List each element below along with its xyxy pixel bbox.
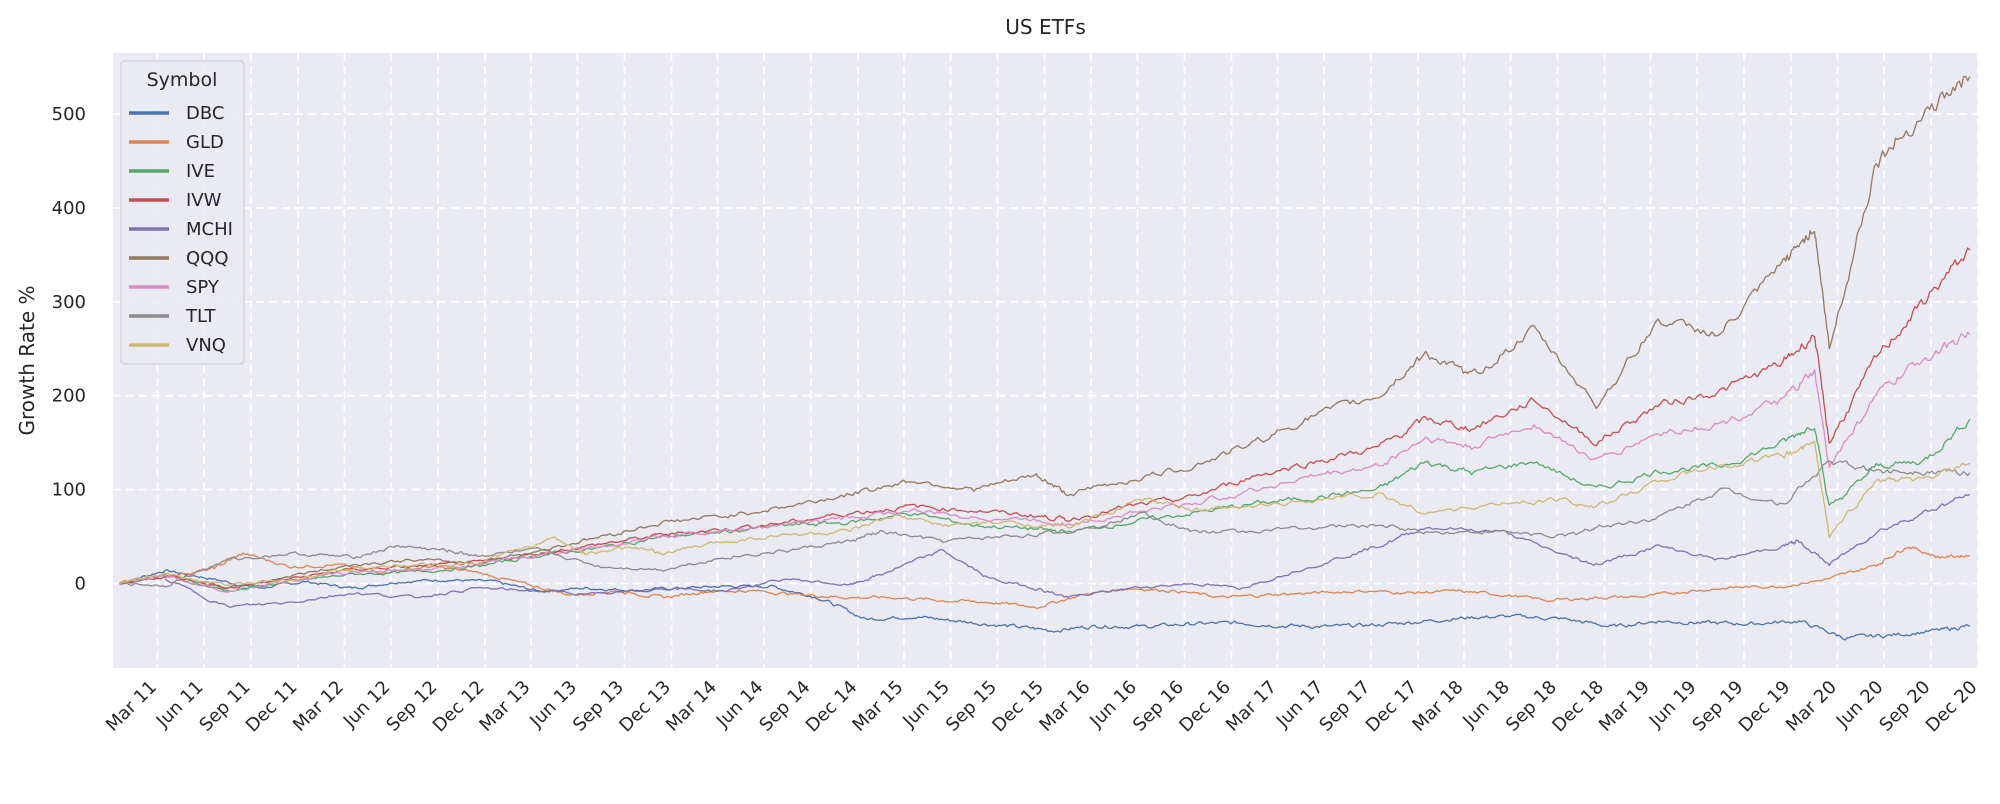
y-tick-label: 300 xyxy=(52,292,86,313)
x-tick-label: Dec 17 xyxy=(1362,677,1422,737)
x-tick-label: Sep 17 xyxy=(1315,677,1374,736)
legend-label: MCHI xyxy=(186,219,233,240)
x-tick-label: Dec 20 xyxy=(1922,677,1982,737)
x-tick-label: Mar 20 xyxy=(1782,677,1841,736)
x-tick-label: Dec 13 xyxy=(615,677,675,737)
series-line-ive xyxy=(118,418,1971,593)
x-tick-label: Dec 14 xyxy=(802,677,862,737)
x-tick-label: Sep 11 xyxy=(195,677,254,736)
x-tick-label: Sep 20 xyxy=(1875,677,1934,736)
legend-label: IVE xyxy=(186,161,215,182)
legend-label: VNQ xyxy=(186,335,226,356)
legend-item-spy[interactable]: SPY xyxy=(129,277,220,298)
x-tick-label: Mar 16 xyxy=(1035,677,1094,736)
legend-item-qqq[interactable]: QQQ xyxy=(129,248,229,269)
legend-item-vnq[interactable]: VNQ xyxy=(129,335,226,356)
legend[interactable]: Symbol DBC GLD IVE IVW MCHI QQQ SPY TLT VNQ xyxy=(120,60,245,365)
legend-label: SPY xyxy=(186,277,220,298)
x-tick-label: Sep 12 xyxy=(382,677,441,736)
x-tick-label: Mar 15 xyxy=(848,677,907,736)
y-tick-label: 500 xyxy=(52,104,86,125)
y-axis-label: Growth Rate % xyxy=(15,286,39,436)
legend-item-tlt[interactable]: TLT xyxy=(129,306,217,327)
series-line-vnq xyxy=(118,440,1971,587)
series-line-mchi xyxy=(164,493,1971,609)
x-tick-label: Dec 11 xyxy=(242,677,302,737)
chart-title: US ETFs xyxy=(1005,15,1085,39)
x-tick-label: Dec 19 xyxy=(1735,677,1795,737)
x-tick-label: Sep 14 xyxy=(755,677,814,736)
x-tick-label: Mar 11 xyxy=(102,677,161,736)
x-tick-label: Mar 18 xyxy=(1408,677,1467,736)
x-tick-label: Mar 19 xyxy=(1595,677,1654,736)
y-tick-label: 100 xyxy=(52,480,86,501)
x-tick-label: Sep 16 xyxy=(1129,677,1188,736)
legend-label: IVW xyxy=(186,190,222,211)
legend-label: TLT xyxy=(185,306,217,327)
series-line-tlt xyxy=(118,460,1971,588)
y-tick-label: 200 xyxy=(52,386,86,407)
legend-item-ive[interactable]: IVE xyxy=(129,161,215,182)
x-tick-label: Sep 19 xyxy=(1688,677,1747,736)
legend-item-ivw[interactable]: IVW xyxy=(129,190,222,211)
x-tick-label: Mar 13 xyxy=(475,677,534,736)
plot-background xyxy=(113,53,1978,668)
x-tick-label: Sep 15 xyxy=(942,677,1001,736)
legend-label: QQQ xyxy=(186,248,229,269)
grid xyxy=(113,53,1979,668)
legend-item-gld[interactable]: GLD xyxy=(129,132,224,153)
x-tick-label: Sep 18 xyxy=(1502,677,1561,736)
series-line-gld xyxy=(118,546,1971,609)
series-line-qqq xyxy=(118,75,1971,590)
legend-title: Symbol xyxy=(147,69,218,91)
legend-item-dbc[interactable]: DBC xyxy=(129,103,224,124)
x-tick-label: Mar 14 xyxy=(662,677,721,736)
legend-label: DBC xyxy=(186,103,224,124)
x-tick-label: Dec 12 xyxy=(429,677,489,737)
x-tick-label: Dec 16 xyxy=(1175,677,1235,737)
legend-item-mchi[interactable]: MCHI xyxy=(129,219,233,240)
series-line-dbc xyxy=(118,568,1970,641)
y-axis: 0 100 200 300 400 500 xyxy=(52,104,86,594)
x-tick-label: Mar 17 xyxy=(1222,677,1281,736)
x-tick-label: Sep 13 xyxy=(569,677,628,736)
x-tick-label: Mar 12 xyxy=(289,677,348,736)
y-tick-label: 0 xyxy=(75,573,86,594)
legend-label: GLD xyxy=(186,132,224,153)
y-tick-label: 400 xyxy=(52,198,86,219)
series-layer xyxy=(118,75,1971,641)
legend-box xyxy=(120,60,245,365)
x-tick-label: Dec 18 xyxy=(1548,677,1608,737)
x-tick-label: Dec 15 xyxy=(988,677,1048,737)
